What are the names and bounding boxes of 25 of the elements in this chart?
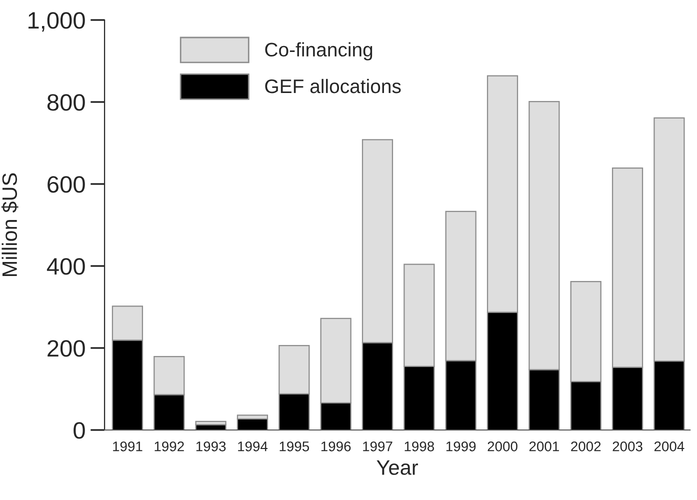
x-tick-label: 2000 xyxy=(488,441,518,452)
x-tick-label: 1998 xyxy=(404,441,434,452)
y-tick-label: 1,000 xyxy=(28,12,85,32)
x-axis-title: Year xyxy=(376,460,418,475)
y-tick-label: 200 xyxy=(48,340,85,357)
x-tick-label: 1996 xyxy=(321,441,351,452)
bar xyxy=(195,420,226,426)
x-tick-label: 2001 xyxy=(529,441,559,452)
y-axis-title: Million $US xyxy=(1,173,18,276)
x-tick-label: 1993 xyxy=(196,441,226,452)
x-tick-label: 1992 xyxy=(154,441,184,452)
y-tick-label: 0 xyxy=(74,422,85,439)
x-tick-label: 2002 xyxy=(571,441,601,452)
x-tick-label: 1997 xyxy=(363,441,392,452)
x-tick-label: 2003 xyxy=(612,441,642,452)
y-tick-label: 600 xyxy=(48,176,85,193)
y-tick-label: 800 xyxy=(47,94,85,111)
x-tick-label: 1994 xyxy=(238,441,268,452)
x-tick-label: 2004 xyxy=(654,441,684,452)
x-tick-label: 1991 xyxy=(113,441,142,452)
y-tick-label: 400 xyxy=(46,258,85,275)
x-tick-label: 1999 xyxy=(446,441,476,452)
legend-label: Co-financing xyxy=(265,42,372,60)
x-tick-label: 1995 xyxy=(280,441,310,452)
legend-label: GEF allocations xyxy=(265,78,401,94)
